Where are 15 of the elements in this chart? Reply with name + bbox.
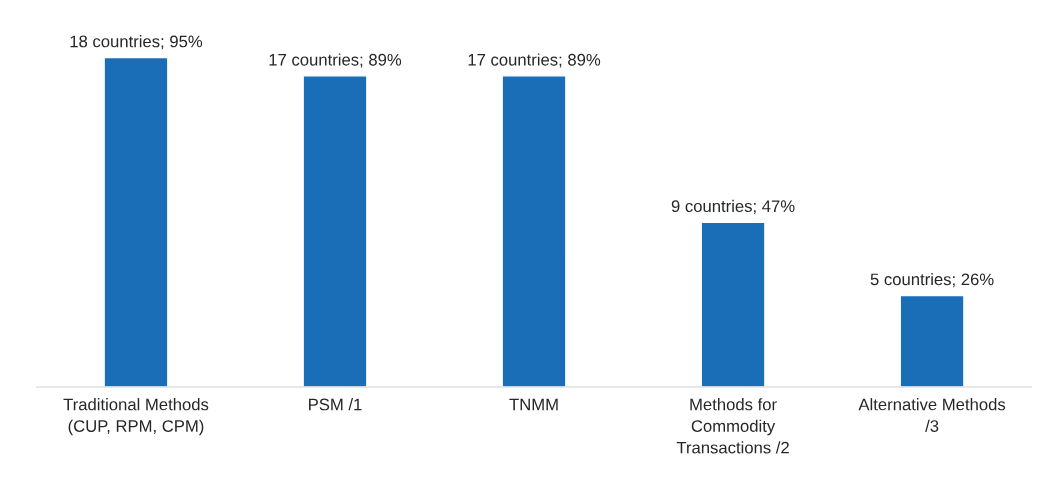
data-label: 17 countries; 89% <box>468 53 601 68</box>
x-tick-label: PSM /1 <box>309 398 362 411</box>
bar <box>103 56 169 387</box>
bar <box>501 75 567 387</box>
x-tick-label: Alternative Methods /3 <box>858 398 1006 432</box>
bar <box>302 75 368 387</box>
data-label: 17 countries; 89% <box>269 53 402 68</box>
bar <box>700 221 766 387</box>
x-tick-label: Methods for Commodity Transactions /2 <box>676 398 789 454</box>
bar <box>899 294 965 387</box>
data-label: 5 countries; 26% <box>870 273 994 288</box>
x-tick-label: TNMM <box>509 398 558 411</box>
data-label: 18 countries; 95% <box>70 35 203 50</box>
data-label: 9 countries; 47% <box>671 199 795 215</box>
x-tick-label: Traditional Methods (CUP, RPM, CPM) <box>63 398 209 436</box>
